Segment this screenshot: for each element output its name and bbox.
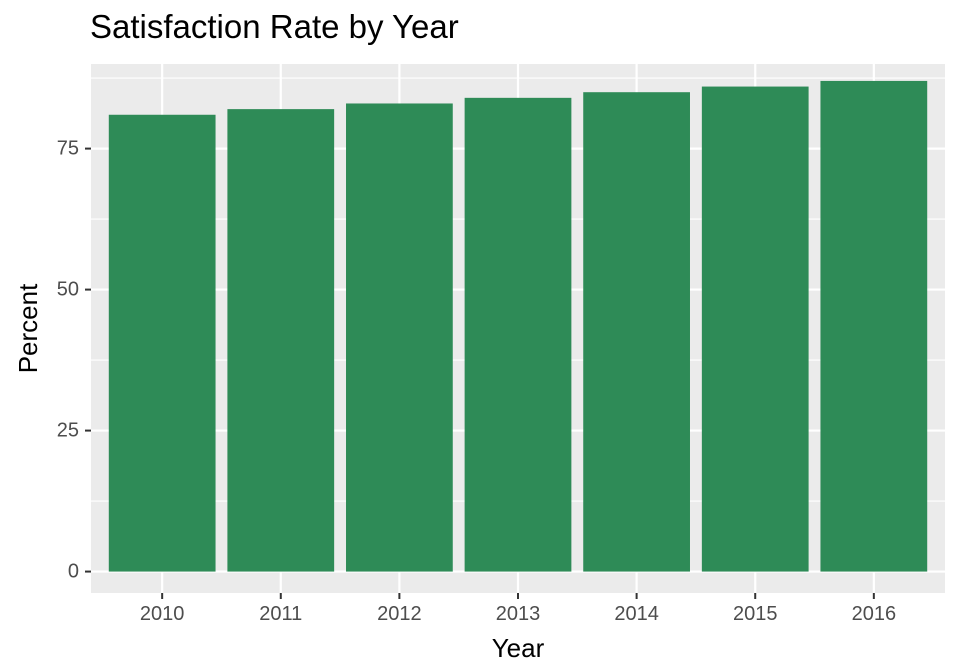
x-tick-label: 2010 <box>140 603 185 625</box>
x-tick-label: 2014 <box>614 603 659 625</box>
x-tick-label: 2016 <box>852 603 897 625</box>
y-axis: 0 25 50 75 <box>57 138 91 583</box>
bar-2015 <box>701 86 809 572</box>
bar-2011 <box>227 109 335 572</box>
x-tick-label: 2012 <box>377 603 422 625</box>
chart-title: Satisfaction Rate by Year <box>90 8 459 45</box>
x-axis: 2010 2011 2012 2013 2014 2015 2016 <box>140 593 896 625</box>
bar-2012 <box>346 103 453 572</box>
bar-2014 <box>583 92 690 572</box>
bar-2010 <box>108 114 216 572</box>
bar-2016 <box>820 80 928 572</box>
bars <box>108 80 928 572</box>
x-tick-label: 2013 <box>496 603 541 625</box>
x-tick-label: 2015 <box>733 603 778 625</box>
y-tick-label: 25 <box>57 420 79 442</box>
x-axis-label: Year <box>492 633 545 663</box>
bar-2013 <box>464 97 572 572</box>
y-tick-label: 0 <box>68 561 79 583</box>
y-tick-label: 75 <box>57 138 79 160</box>
y-axis-label: Percent <box>13 283 43 373</box>
y-tick-label: 50 <box>57 279 79 301</box>
x-tick-label: 2011 <box>259 603 302 625</box>
